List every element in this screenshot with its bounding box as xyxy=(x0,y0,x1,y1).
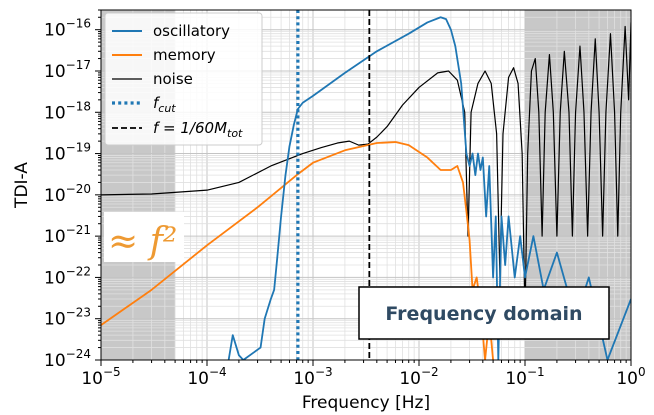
legend-label-noise: noise xyxy=(153,70,193,88)
y-tick-label: 10−17 xyxy=(44,58,91,82)
frequency-domain-box xyxy=(358,286,610,340)
y-tick-label: 10−23 xyxy=(44,306,91,330)
series-oscillatory xyxy=(227,16,631,360)
x-axis-label: Frequency [Hz] xyxy=(302,393,430,413)
legend: oscillatory memory noise fcut f = 1/60Mt… xyxy=(104,12,263,146)
series-noise xyxy=(101,22,631,320)
y-tick-label: 10−19 xyxy=(44,141,91,165)
x-tick-label: 10−1 xyxy=(505,365,544,389)
frequency-domain-label: Frequency domain xyxy=(385,303,582,325)
x-tick-label: 10−4 xyxy=(187,365,226,389)
legend-label-memory: memory xyxy=(153,46,216,64)
x-tick-label: 100 xyxy=(616,365,645,389)
legend-label-fcut-sub: cut xyxy=(158,102,176,115)
legend-label-fmtot: f = 1/60Mtot xyxy=(153,119,243,140)
plot-frame xyxy=(100,9,632,361)
legend-box xyxy=(104,12,263,146)
legend-label-fcut-main: f xyxy=(153,94,161,112)
legend-label-fcut: fcut xyxy=(153,94,176,115)
legend-label-fmtot-main: f = 1/60M xyxy=(153,119,227,137)
y-tick-label: 10−22 xyxy=(44,264,91,288)
x-tick-label: 10−2 xyxy=(399,365,438,389)
f2-annotation: ≈ f² xyxy=(108,221,177,262)
x-tick-label: 10−3 xyxy=(293,365,332,389)
f2-annotation-box xyxy=(104,212,184,262)
y-tick-label: 10−18 xyxy=(44,99,91,123)
y-tick-label: 10−20 xyxy=(44,182,91,206)
legend-label-oscillatory: oscillatory xyxy=(153,22,230,40)
y-tick-label: 10−21 xyxy=(44,223,91,247)
x-tick-label: 10−5 xyxy=(81,365,120,389)
y-tick-label: 10−16 xyxy=(44,17,91,41)
y-axis-label: TDI-A xyxy=(12,162,32,209)
y-tick-label: 10−24 xyxy=(44,347,91,371)
legend-label-fmtot-sub: tot xyxy=(227,127,243,140)
